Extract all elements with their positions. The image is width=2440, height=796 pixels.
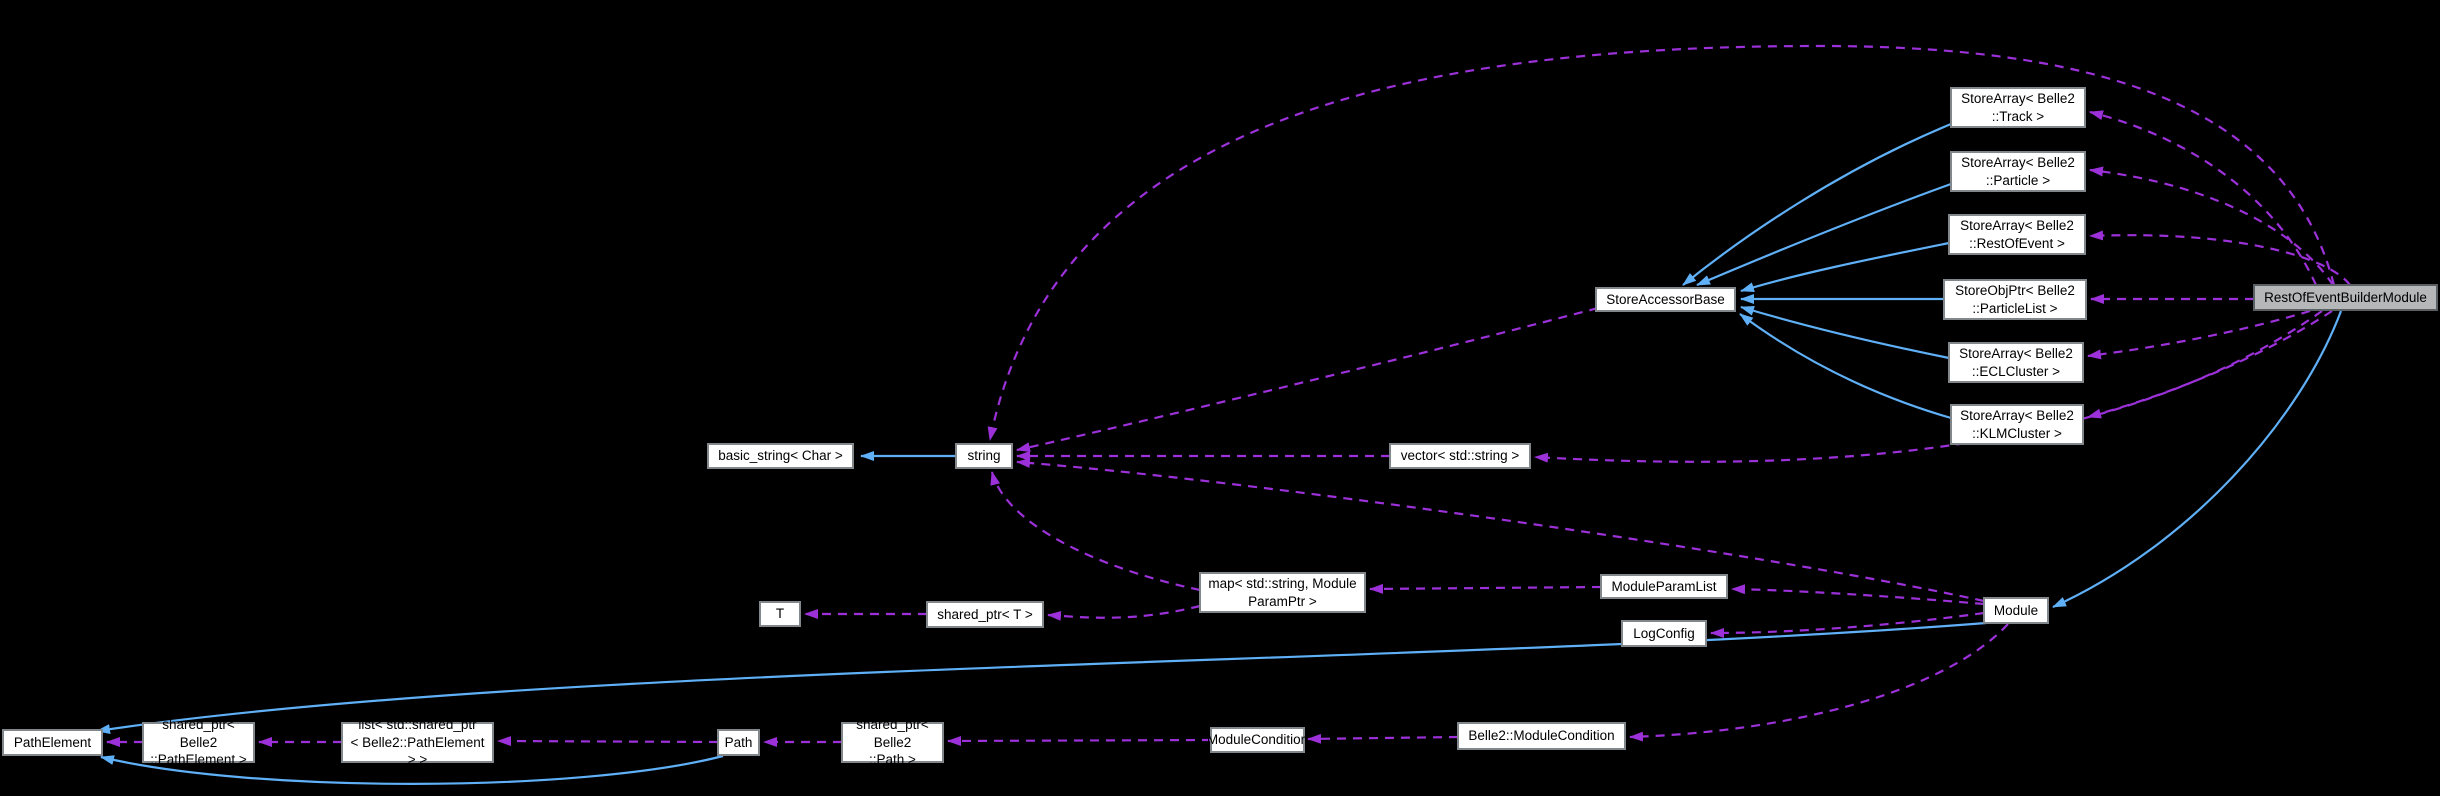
node-label-reob: RestOfEventBuilderModule bbox=[2264, 289, 2427, 305]
node-vec_string[interactable]: vector< std::string > bbox=[1389, 443, 1531, 469]
node-label-sp_path: shared_ptr< Belle2 ::Path > bbox=[856, 716, 929, 768]
node-t[interactable]: T bbox=[759, 601, 801, 627]
node-sp_path[interactable]: shared_ptr< Belle2 ::Path > bbox=[841, 717, 944, 767]
edge-store_accessor-to-string bbox=[1016, 306, 1599, 453]
edge-sa_ecl-to-store_accessor bbox=[1740, 305, 1950, 360]
node-sa_particle[interactable]: StoreArray< Belle2 ::Particle > bbox=[1950, 151, 2086, 192]
node-module_condition[interactable]: ModuleCondition bbox=[1207, 727, 1308, 753]
node-sp_path_element[interactable]: shared_ptr< Belle2 ::PathElement > bbox=[142, 717, 255, 767]
edge-module-to-log_config bbox=[1710, 611, 1985, 638]
node-label-string: string bbox=[967, 448, 1001, 464]
node-label-path_element: PathElement bbox=[13, 734, 92, 750]
node-sa_track[interactable]: StoreArray< Belle2 ::Track > bbox=[1950, 87, 2086, 128]
node-module[interactable]: Module bbox=[1983, 597, 2049, 624]
edge-map-to-string bbox=[990, 471, 1201, 592]
edge-reob-to-vec_string bbox=[1534, 310, 2323, 463]
node-basic_string[interactable]: basic_string< Char > bbox=[707, 443, 854, 469]
node-store_accessor[interactable]: StoreAccessorBase bbox=[1595, 287, 1736, 312]
node-label-module_condition: ModuleCondition bbox=[1206, 732, 1309, 748]
node-label-vec_module_condition: vector< Belle2::ModuleCondition > bbox=[1468, 710, 1615, 761]
node-label-log_config: LogConfig bbox=[1633, 625, 1695, 641]
node-label-sp_t: shared_ptr< T > bbox=[937, 606, 1033, 622]
edge-module_condition-to-sp_path bbox=[947, 735, 1212, 746]
node-label-sop_particle_list: StoreObjPtr< Belle2 ::ParticleList > bbox=[1955, 282, 2075, 316]
edge-module-to-path_element bbox=[96, 621, 1987, 735]
edge-mpl-to-map bbox=[1369, 583, 1602, 594]
edge-module-to-mpl bbox=[1731, 584, 1985, 606]
edge-vec_module_condition-to-module_condition bbox=[1307, 733, 1459, 744]
edge-reob-to-sa_klm bbox=[2087, 310, 2333, 419]
node-reob[interactable]: RestOfEventBuilderModule bbox=[2253, 284, 2438, 311]
edge-reob-to-sa_track bbox=[2089, 110, 2318, 286]
node-list_sp[interactable]: list< std::shared_ptr < Belle2::PathElem… bbox=[341, 717, 494, 767]
edge-reob-to-module bbox=[2052, 310, 2343, 609]
node-string[interactable]: string bbox=[955, 443, 1013, 469]
edge-reob-to-sa_ecl bbox=[2087, 309, 2311, 360]
edge-reob-to-sa_particle bbox=[2089, 166, 2334, 286]
edge-module-to-vec_module_condition bbox=[1629, 623, 2009, 742]
edge-path-to-list_sp bbox=[497, 736, 719, 747]
node-label-sa_ecl: StoreArray< Belle2 ::ECLCluster > bbox=[1959, 345, 2073, 379]
edge-sa_particle-to-store_accessor bbox=[1696, 182, 1952, 287]
node-label-basic_string: basic_string< Char > bbox=[718, 448, 843, 464]
node-log_config[interactable]: LogConfig bbox=[1621, 620, 1707, 647]
node-label-list_sp: list< std::shared_ptr < Belle2::PathElem… bbox=[350, 716, 485, 768]
node-label-vec_string: vector< std::string > bbox=[1400, 448, 1520, 464]
node-sa_klm[interactable]: StoreArray< Belle2 ::KLMCluster > bbox=[1950, 404, 2084, 445]
node-vec_module_condition[interactable]: vector< Belle2::ModuleCondition > bbox=[1457, 710, 1626, 761]
node-path_element[interactable]: PathElement bbox=[2, 729, 103, 756]
node-sa_roe[interactable]: StoreArray< Belle2 ::RestOfEvent > bbox=[1948, 214, 2086, 255]
node-label-sp_path_element: shared_ptr< Belle2 ::PathElement > bbox=[150, 716, 247, 768]
node-map[interactable]: map< std::string, Module ParamPtr > bbox=[1199, 572, 1366, 613]
node-sa_ecl[interactable]: StoreArray< Belle2 ::ECLCluster > bbox=[1948, 342, 2084, 383]
node-mpl[interactable]: ModuleParamList bbox=[1600, 574, 1728, 599]
edge-reob-to-sa_roe bbox=[2089, 230, 2351, 286]
node-label-t: T bbox=[775, 606, 785, 622]
node-sop_particle_list[interactable]: StoreObjPtr< Belle2 ::ParticleList > bbox=[1943, 279, 2087, 320]
node-sp_t[interactable]: shared_ptr< T > bbox=[926, 601, 1044, 628]
edge-map-to-sp_t bbox=[1047, 604, 1201, 621]
edge-sa_klm-to-store_accessor bbox=[1739, 313, 1952, 420]
node-label-sa_roe: StoreArray< Belle2 ::RestOfEvent > bbox=[1960, 217, 2074, 251]
node-label-sa_track: StoreArray< Belle2 ::Track > bbox=[1961, 90, 2075, 124]
node-label-map: map< std::string, Module ParamPtr > bbox=[1208, 575, 1357, 609]
edge-sa_track-to-store_accessor bbox=[1682, 122, 1952, 286]
edge-sa_roe-to-store_accessor bbox=[1740, 241, 1950, 293]
node-label-sa_particle: StoreArray< Belle2 ::Particle > bbox=[1961, 154, 2075, 188]
node-label-store_accessor: StoreAccessorBase bbox=[1606, 291, 1725, 307]
node-label-path: Path bbox=[724, 734, 753, 750]
edge-reob-to-string bbox=[987, 44, 2336, 441]
node-label-mpl: ModuleParamList bbox=[1611, 578, 1717, 594]
node-path[interactable]: Path bbox=[717, 729, 760, 756]
node-label-sa_klm: StoreArray< Belle2 ::KLMCluster > bbox=[1960, 407, 2074, 441]
edge-path-to-path_element bbox=[100, 754, 724, 785]
edge-module-to-string bbox=[1016, 457, 1985, 603]
node-label-module: Module bbox=[1993, 602, 2039, 618]
